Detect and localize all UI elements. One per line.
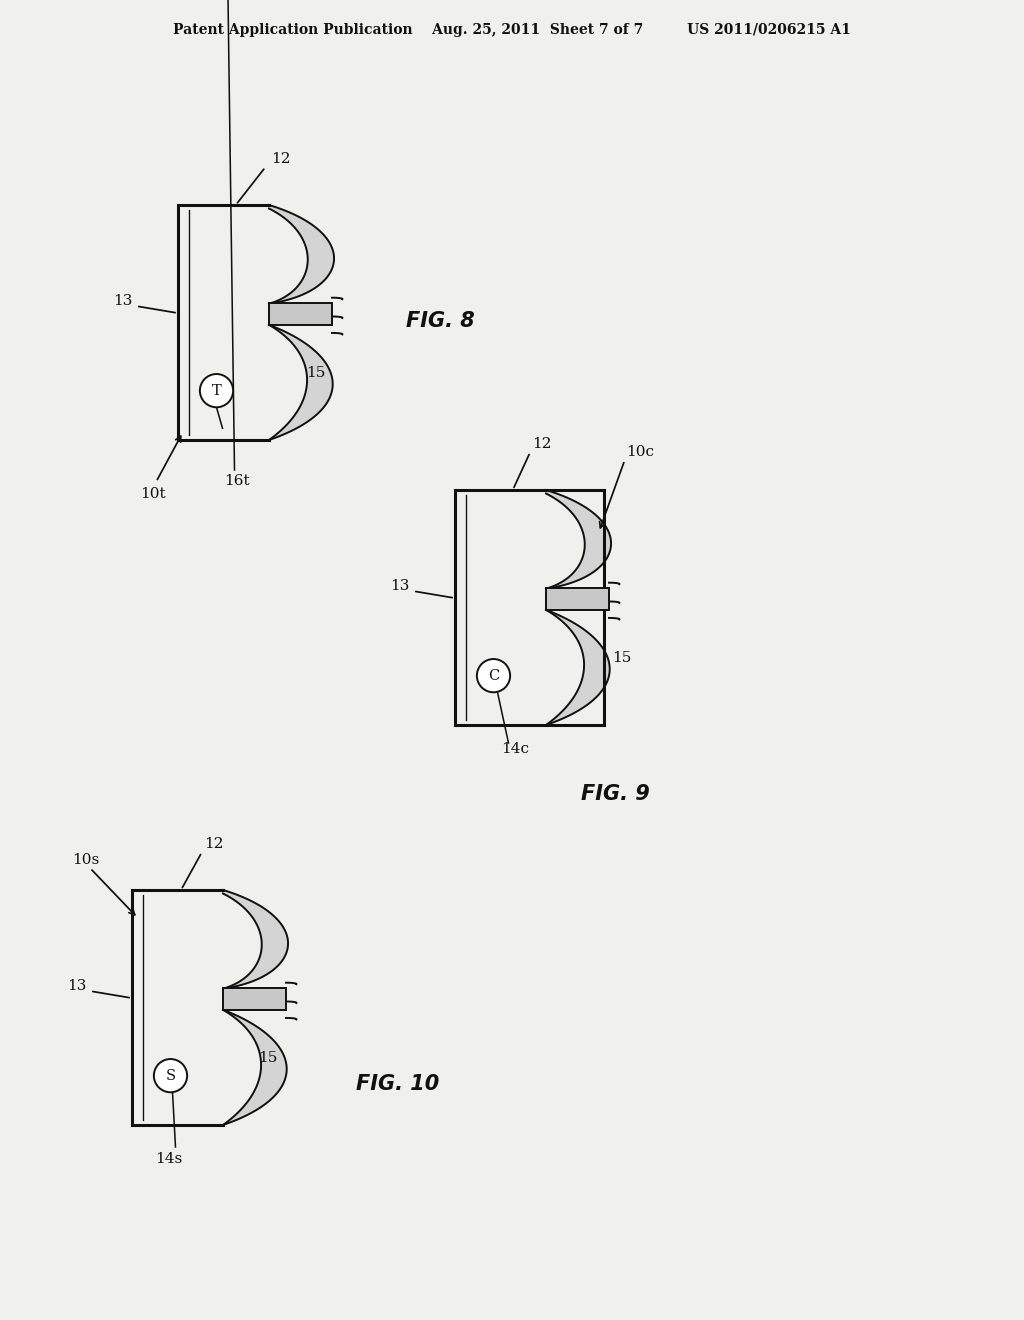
Polygon shape: [546, 490, 611, 589]
Text: 15: 15: [258, 1051, 278, 1064]
Text: 16t: 16t: [224, 474, 250, 488]
Text: 15: 15: [612, 651, 632, 664]
Polygon shape: [223, 890, 288, 989]
Circle shape: [200, 374, 233, 408]
Polygon shape: [223, 1010, 287, 1125]
Text: Patent Application Publication    Aug. 25, 2011  Sheet 7 of 7         US 2011/02: Patent Application Publication Aug. 25, …: [173, 22, 851, 37]
Text: 10t: 10t: [140, 487, 166, 502]
Bar: [223, 989, 286, 1010]
Text: 12: 12: [532, 437, 552, 451]
Circle shape: [477, 659, 510, 692]
Text: FIG. 9: FIG. 9: [581, 784, 650, 804]
Text: S: S: [166, 1069, 175, 1082]
Text: 12: 12: [204, 837, 223, 851]
Text: T: T: [212, 384, 221, 397]
Polygon shape: [269, 325, 333, 440]
Text: 14s: 14s: [156, 1152, 182, 1166]
Text: 10c: 10c: [627, 445, 654, 459]
Text: 14c: 14c: [502, 742, 529, 756]
Text: 13: 13: [113, 294, 132, 308]
Text: 15: 15: [306, 366, 326, 380]
Circle shape: [154, 1059, 187, 1092]
Text: C: C: [487, 669, 499, 682]
Bar: [269, 304, 332, 326]
Text: 13: 13: [67, 979, 86, 993]
Polygon shape: [546, 610, 609, 725]
Text: 12: 12: [270, 152, 290, 166]
Polygon shape: [269, 205, 334, 304]
Bar: [546, 589, 609, 610]
Text: FIG. 10: FIG. 10: [356, 1073, 439, 1094]
Text: 10s: 10s: [72, 853, 99, 867]
Text: FIG. 8: FIG. 8: [406, 312, 474, 331]
Text: 13: 13: [390, 579, 410, 593]
